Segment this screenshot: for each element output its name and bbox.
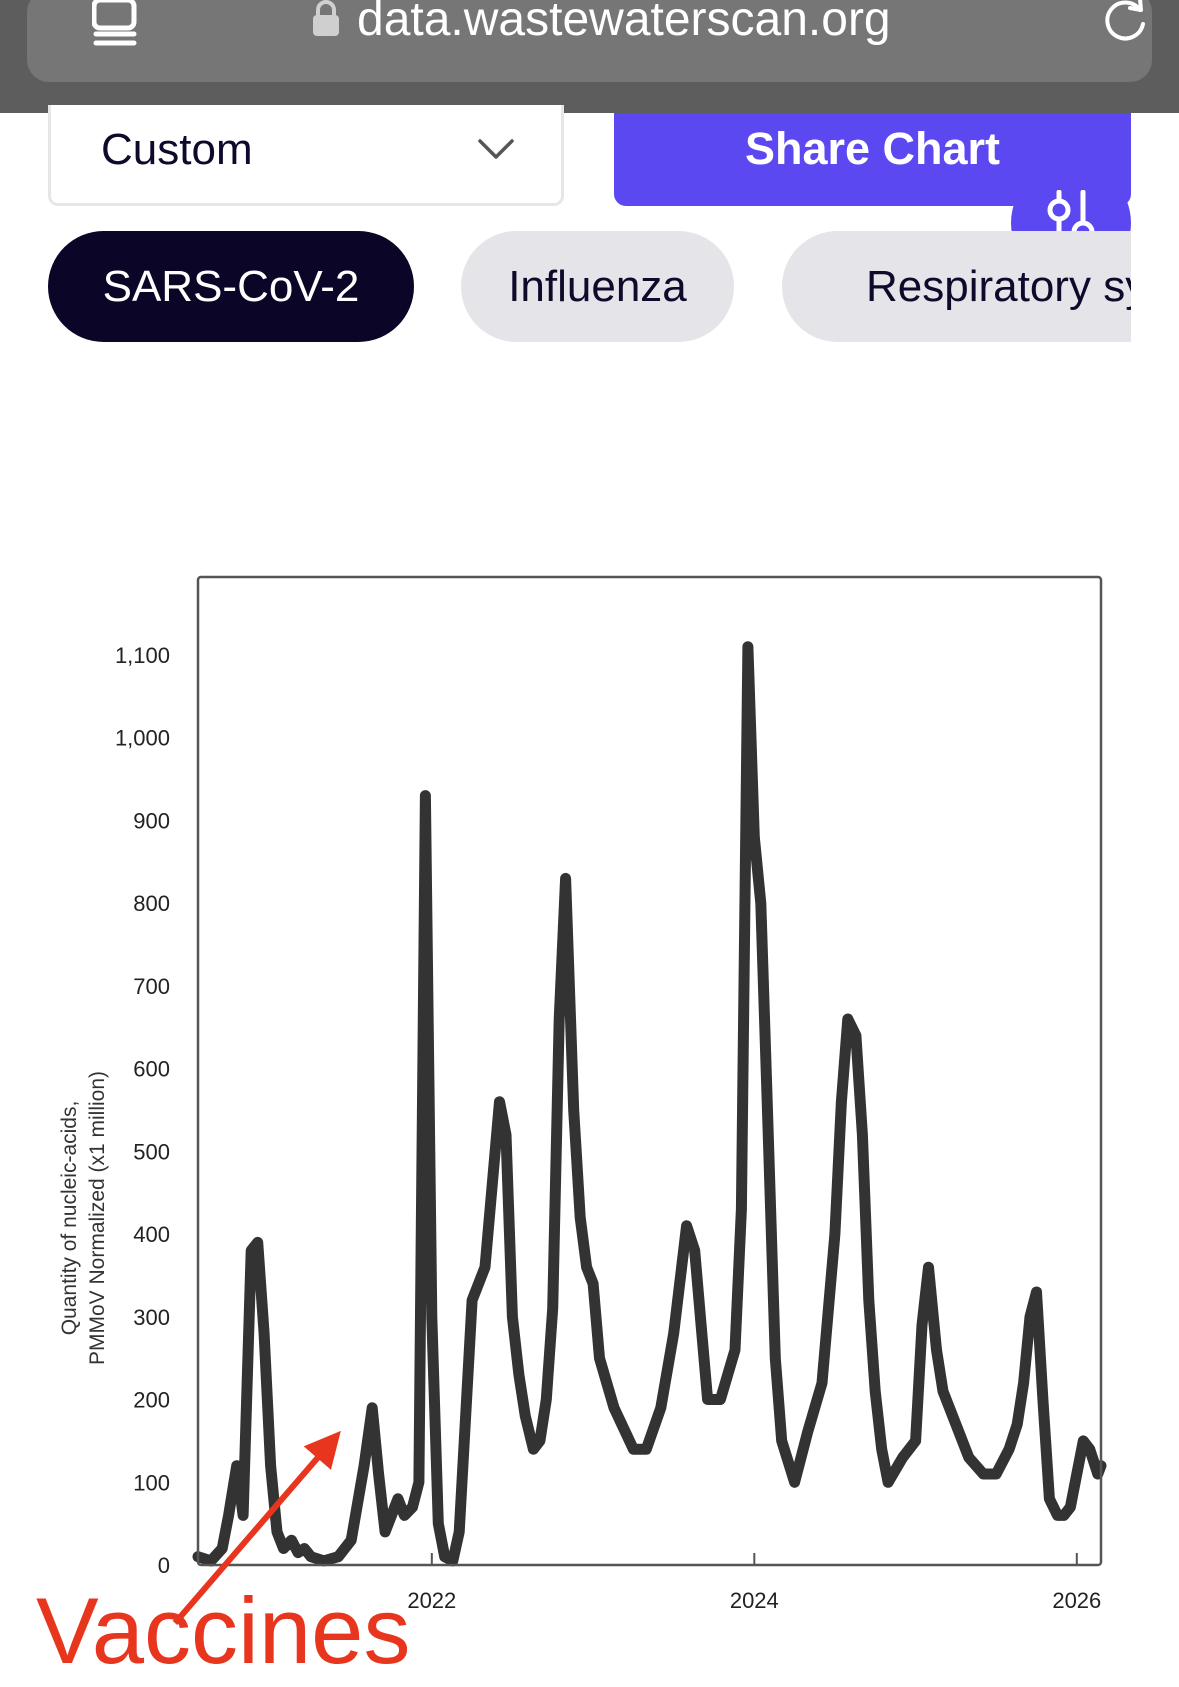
url-text[interactable]: data.wastewaterscan.org <box>357 0 891 46</box>
y-tick-label: 600 <box>133 1057 170 1082</box>
pathogen-tabs: SARS-CoV-2 Influenza Respiratory sy <box>48 231 1131 343</box>
y-tick-label: 700 <box>133 974 170 999</box>
plot-frame <box>196 575 1103 1567</box>
y-tick-label: 800 <box>133 891 170 916</box>
browser-toolbar: data.wastewaterscan.org <box>0 0 1179 113</box>
share-chart-button[interactable]: Share Chart <box>614 113 1131 206</box>
x-tick-label: 2024 <box>730 1588 779 1613</box>
y-axis-title-line2: PMMoV Normalized (x1 million) <box>86 1071 109 1365</box>
lock-icon <box>313 0 339 36</box>
date-range-select[interactable]: Custom <box>48 105 564 206</box>
y-tick-label: 900 <box>133 808 170 833</box>
y-tick-label: 400 <box>133 1222 170 1247</box>
chevron-down-icon <box>478 139 514 159</box>
tabs-icon[interactable] <box>92 0 138 46</box>
y-tick-label: 500 <box>133 1139 170 1164</box>
y-tick-label: 300 <box>133 1305 170 1330</box>
x-tick-label: 2026 <box>1052 1588 1101 1613</box>
tab-sars-cov-2[interactable]: SARS-CoV-2 <box>48 231 414 342</box>
date-range-value: Custom <box>101 125 253 174</box>
y-axis-ticks: 0 100 200 300 400 500 600 700 800 900 1,000 1,100 <box>115 643 170 1578</box>
y-tick-label: 1,000 <box>115 726 170 751</box>
x-axis-ticks: 2022 2024 2026 <box>407 1553 1101 1613</box>
vaccines-annotation: Vaccines <box>36 1578 410 1683</box>
y-tick-label: 1,100 <box>115 643 170 668</box>
wastewater-chart: Quantity of nucleic-acids, PMMoV Normali… <box>36 575 1107 1683</box>
tab-influenza[interactable]: Influenza <box>461 231 734 342</box>
annotation-arrow <box>172 1430 341 1625</box>
x-tick-label: 2022 <box>407 1588 456 1613</box>
y-axis-title-line1: Quantity of nucleic-acids, <box>58 1101 81 1336</box>
reload-icon[interactable] <box>1100 0 1150 46</box>
series-line <box>192 641 1107 1567</box>
y-axis-title: Quantity of nucleic-acids, PMMoV Normali… <box>58 1071 109 1365</box>
y-tick-label: 100 <box>133 1470 170 1495</box>
y-tick-label: 200 <box>133 1388 170 1413</box>
address-bar[interactable]: data.wastewaterscan.org <box>27 0 1152 82</box>
y-tick-label: 0 <box>158 1553 170 1578</box>
tab-respiratory[interactable]: Respiratory sy <box>782 231 1131 342</box>
